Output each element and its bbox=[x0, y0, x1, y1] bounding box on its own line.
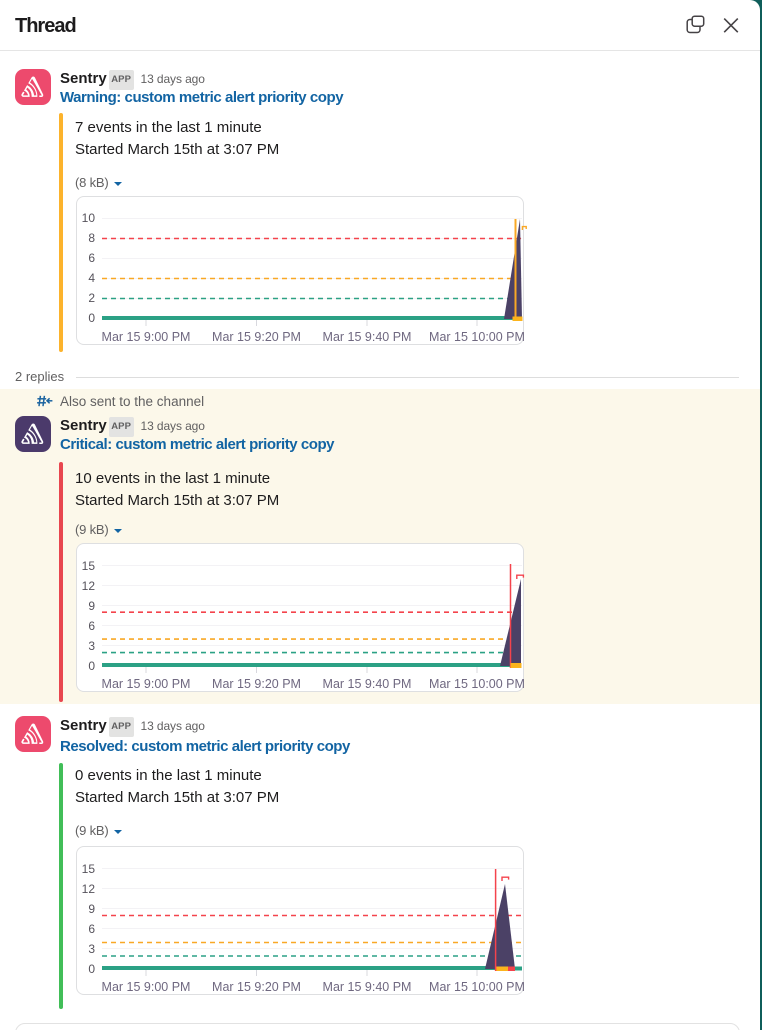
svg-text:Mar 15 9:40 PM: Mar 15 9:40 PM bbox=[323, 677, 412, 691]
svg-text:Mar 15 9:00 PM: Mar 15 9:00 PM bbox=[102, 330, 191, 344]
svg-text:12: 12 bbox=[82, 579, 96, 593]
svg-text:15: 15 bbox=[82, 862, 96, 876]
svg-text:Mar 15 9:40 PM: Mar 15 9:40 PM bbox=[323, 330, 412, 344]
svg-text:8: 8 bbox=[88, 231, 95, 245]
svg-text:6: 6 bbox=[88, 251, 95, 265]
svg-text:Mar 15 10:00 PM: Mar 15 10:00 PM bbox=[429, 677, 525, 691]
svg-text:3: 3 bbox=[88, 942, 95, 956]
svg-text:4: 4 bbox=[88, 271, 95, 285]
svg-text:2: 2 bbox=[88, 291, 95, 305]
svg-text:Mar 15 9:00 PM: Mar 15 9:00 PM bbox=[102, 980, 191, 994]
svg-text:3: 3 bbox=[88, 639, 95, 653]
svg-text:12: 12 bbox=[82, 882, 96, 896]
svg-text:0: 0 bbox=[88, 659, 95, 673]
svg-text:Mar 15 9:20 PM: Mar 15 9:20 PM bbox=[212, 330, 301, 344]
svg-text:6: 6 bbox=[88, 922, 95, 936]
svg-text:Mar 15 9:20 PM: Mar 15 9:20 PM bbox=[212, 677, 301, 691]
svg-text:Mar 15 9:20 PM: Mar 15 9:20 PM bbox=[212, 980, 301, 994]
svg-text:0: 0 bbox=[88, 962, 95, 976]
svg-text:Mar 15 10:00 PM: Mar 15 10:00 PM bbox=[429, 980, 525, 994]
svg-text:0: 0 bbox=[88, 311, 95, 325]
svg-text:9: 9 bbox=[88, 599, 95, 613]
svg-text:Mar 15 9:40 PM: Mar 15 9:40 PM bbox=[323, 980, 412, 994]
svg-text:9: 9 bbox=[88, 902, 95, 916]
svg-text:10: 10 bbox=[82, 211, 96, 225]
svg-text:6: 6 bbox=[88, 619, 95, 633]
svg-text:Mar 15 10:00 PM: Mar 15 10:00 PM bbox=[429, 330, 525, 344]
svg-text:15: 15 bbox=[82, 559, 96, 573]
svg-text:Mar 15 9:00 PM: Mar 15 9:00 PM bbox=[102, 677, 191, 691]
